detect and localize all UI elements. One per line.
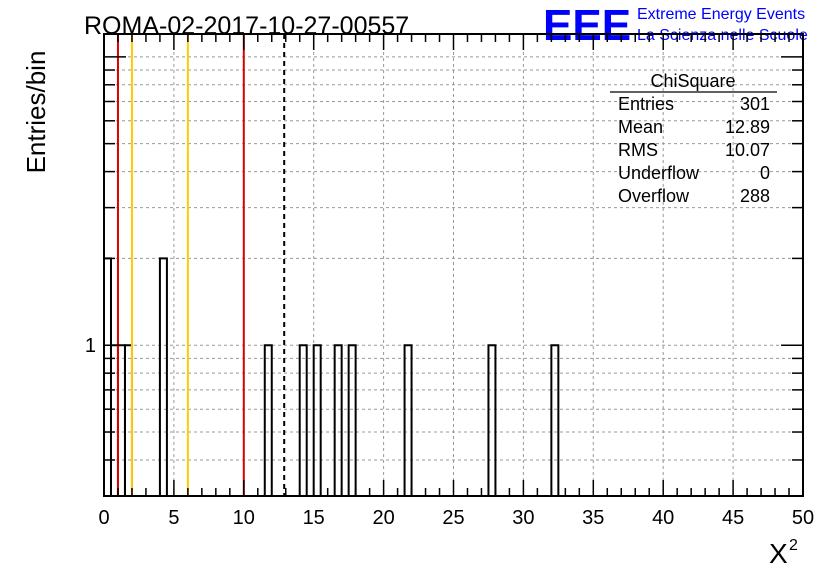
histogram-bin (158, 257, 168, 496)
histogram-bin (403, 344, 413, 496)
x-tick-label: 35 (582, 507, 604, 529)
histogram-bin (298, 344, 308, 496)
stats-title: ChiSquare (650, 71, 735, 91)
marker-lines (116, 34, 286, 496)
stats-row-label: Underflow (618, 163, 700, 183)
stats-row-label: RMS (618, 140, 658, 160)
x-tick-label: 10 (233, 507, 255, 529)
x-tick-label: 25 (442, 507, 464, 529)
stats-row-value: 301 (740, 94, 770, 114)
stats-row-value: 12.89 (725, 117, 770, 137)
stats-row-value: 10.07 (725, 140, 770, 160)
x-axis-label-superscript: 2 (789, 537, 798, 554)
stats-row-value: 288 (740, 186, 770, 206)
grid-lines (104, 34, 803, 496)
x-tick-label: 0 (98, 507, 109, 529)
x-tick-label: 30 (512, 507, 534, 529)
x-tick-label: 5 (168, 507, 179, 529)
histogram-bin (312, 344, 322, 496)
histogram-bin (333, 344, 343, 496)
x-tick-label: 40 (652, 507, 674, 529)
histogram-bin (550, 344, 560, 496)
histogram-bin (109, 344, 119, 496)
histogram-bin (116, 344, 126, 496)
x-tick-label: 15 (303, 507, 325, 529)
eee-logo: EEE Extreme Energy Events La Scienza nel… (543, 1, 808, 50)
stats-row-label: Entries (618, 94, 674, 114)
logo-line2: La Scienza nelle Scuole (637, 27, 808, 44)
stats-box: ChiSquare Entries 301 Mean 12.89 RMS 10.07 Und… (610, 71, 777, 206)
y-axis-ticks: 1 (85, 56, 803, 461)
histogram-bin (263, 344, 273, 496)
histogram-bin (123, 344, 133, 496)
y-axis-label: Entries/bin (21, 51, 51, 174)
stats-rows: Entries 301 Mean 12.89 RMS 10.07 Underflow 0 Ove… (618, 94, 770, 206)
y-tick-label: 1 (85, 335, 96, 357)
x-axis-ticks: 0 5 10 15 20 25 30 35 40 45 50 (98, 34, 814, 529)
x-tick-label: 45 (722, 507, 744, 529)
x-axis-label: X (769, 538, 788, 569)
stats-row-label: Overflow (618, 186, 690, 206)
stats-row-label: Mean (618, 117, 663, 137)
histogram-bin (347, 344, 357, 496)
stats-row-value: 0 (760, 163, 770, 183)
x-tick-label: 20 (372, 507, 394, 529)
histogram-bin (487, 344, 497, 496)
logo-mark: EEE (543, 1, 631, 50)
logo-line1: Extreme Energy Events (637, 6, 805, 23)
x-tick-label: 50 (792, 507, 814, 529)
